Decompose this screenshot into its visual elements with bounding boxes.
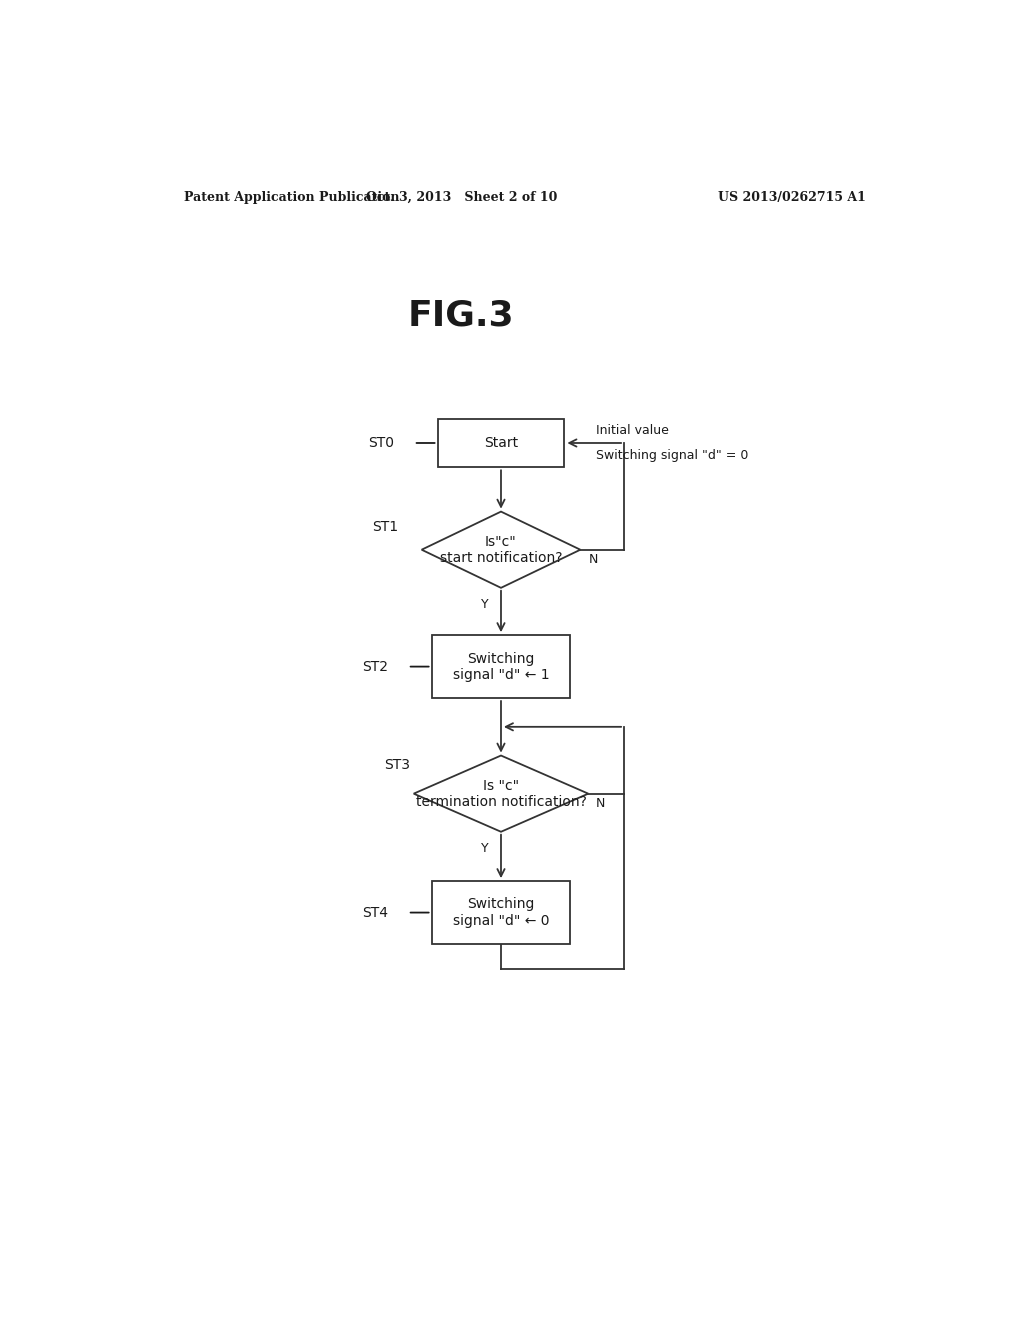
Text: Switching
signal "d" ← 0: Switching signal "d" ← 0 [453, 898, 549, 928]
Polygon shape [422, 512, 581, 587]
Text: US 2013/0262715 A1: US 2013/0262715 A1 [718, 190, 866, 203]
Text: Start: Start [484, 436, 518, 450]
Text: ST0: ST0 [368, 436, 394, 450]
Text: Oct. 3, 2013   Sheet 2 of 10: Oct. 3, 2013 Sheet 2 of 10 [366, 190, 557, 203]
FancyBboxPatch shape [431, 635, 570, 698]
Text: Switching signal "d" = 0: Switching signal "d" = 0 [596, 449, 749, 462]
Text: Switching
signal "d" ← 1: Switching signal "d" ← 1 [453, 652, 549, 681]
Text: ST2: ST2 [361, 660, 388, 673]
FancyBboxPatch shape [431, 880, 570, 944]
Text: FIG.3: FIG.3 [408, 298, 515, 333]
Text: ST3: ST3 [384, 758, 410, 772]
FancyBboxPatch shape [437, 418, 564, 467]
Text: Y: Y [481, 598, 488, 611]
Text: N: N [588, 553, 598, 566]
Text: ST1: ST1 [372, 520, 397, 535]
Text: ST4: ST4 [361, 906, 388, 920]
Text: N: N [596, 797, 605, 810]
Polygon shape [414, 755, 588, 832]
Text: Is "c"
termination notification?: Is "c" termination notification? [416, 779, 587, 809]
Text: Initial value: Initial value [596, 424, 669, 437]
Text: Y: Y [481, 842, 488, 855]
Text: Patent Application Publication: Patent Application Publication [183, 190, 399, 203]
Text: Is"c"
start notification?: Is"c" start notification? [439, 535, 562, 565]
